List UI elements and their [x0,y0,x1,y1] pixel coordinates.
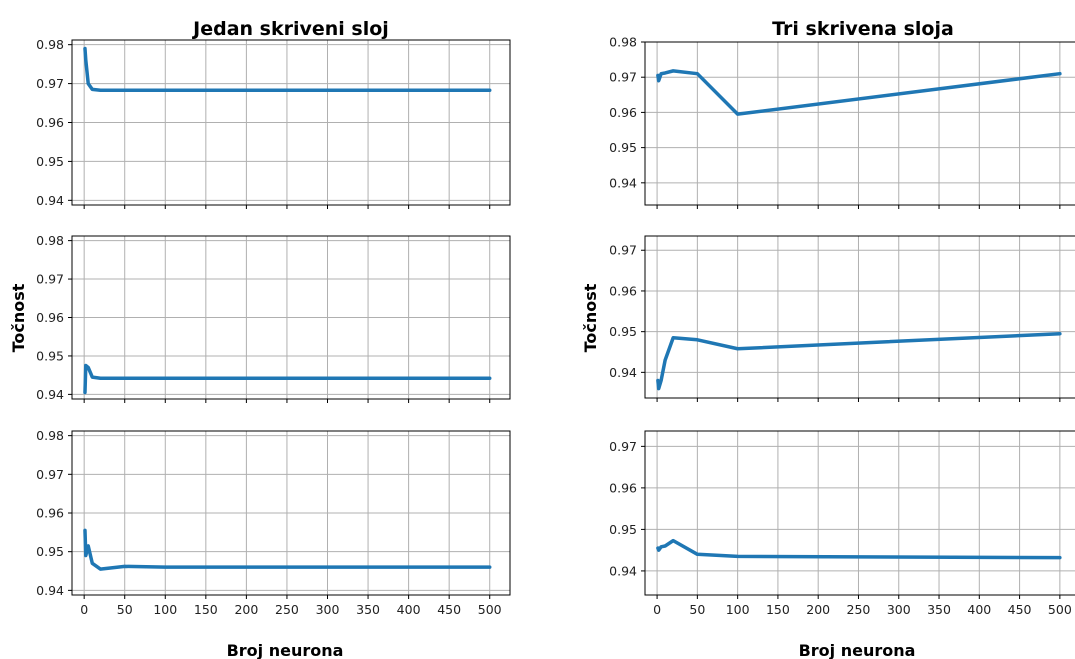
y-tick-label: 0.97 [36,76,64,91]
y-tick-label: 0.94 [609,563,637,578]
subplot-left-top: 0.94 0.95 0.96 0.97 0.98 [36,37,511,209]
y-tick-label: 0.95 [609,324,637,339]
left-x-axis-label: Broj neurona [227,641,344,659]
accuracy-line [656,538,1062,560]
x-tick-label: 200 [234,602,258,617]
accuracy-line [656,331,1062,391]
y-tick-label: 0.96 [609,105,637,120]
x-tick-label: 450 [1008,602,1032,617]
x-tick-label: 0 [653,602,661,617]
x-tick-label: 50 [117,602,133,617]
x-tick-label: 50 [689,602,705,617]
x-tick-label: 250 [275,602,299,617]
right-y-axis-label: Točnost [581,283,600,352]
y-tick-label: 0.95 [36,348,64,363]
y-tick-label: 0.96 [36,115,64,130]
accuracy-line [83,46,492,92]
y-tick-label: 0.98 [36,428,64,443]
y-tick-label: 0.95 [36,544,64,559]
x-tick-label: 400 [967,602,991,617]
x-tick-label: 0 [80,602,88,617]
y-tick-label: 0.94 [609,365,637,380]
left-column-title: Jedan skriveni sloj [191,18,389,40]
y-tick-label: 0.94 [36,583,64,598]
y-tick-label: 0.96 [36,506,64,521]
y-tick-label: 0.94 [36,193,64,208]
x-tick-label: 300 [887,602,911,617]
subplot-right-bottom: 0.94 0.95 0.96 0.97 0 50 100 150 200 250 300 350 400… [609,430,1075,617]
x-tick-label: 200 [806,602,830,617]
accuracy-line [83,528,492,571]
y-tick-label: 0.97 [609,70,637,85]
subplot-right-top: 0.94 0.95 0.96 0.97 0.98 [609,35,1075,209]
y-tick-label: 0.98 [609,35,637,50]
plot-frame [644,41,1075,206]
x-tick-label: 100 [153,602,177,617]
y-tick-label: 0.96 [609,283,637,298]
subplot-right-middle: 0.94 0.95 0.96 0.97 [609,235,1075,402]
y-tick-label: 0.97 [36,467,64,482]
y-tick-label: 0.95 [36,154,64,169]
y-tick-label: 0.97 [36,272,64,287]
y-tick-label: 0.95 [609,522,637,537]
x-tick-label: 350 [927,602,951,617]
x-tick-label: 100 [726,602,750,617]
right-x-axis-label: Broj neurona [799,641,916,659]
subplot-grid: 0.94 0.95 0.96 0.97 0.98 0.94 0.95 0.96 0.97 0.98… [36,35,1075,617]
x-tick-label: 150 [766,602,790,617]
right-column-title: Tri skrivena sloja [772,18,954,40]
y-tick-label: 0.97 [609,243,637,258]
y-tick-label: 0.96 [609,480,637,495]
y-tick-label: 0.98 [36,233,64,248]
x-tick-label: 450 [437,602,461,617]
x-tick-label: 300 [316,602,340,617]
x-tick-label: 500 [1048,602,1072,617]
accuracy-line [656,69,1062,116]
y-tick-label: 0.94 [36,387,64,402]
accuracy-line [83,363,492,395]
x-tick-label: 500 [478,602,502,617]
x-tick-label: 350 [356,602,380,617]
plot-frame [644,430,1075,596]
x-tick-label: 150 [194,602,218,617]
y-tick-label: 0.97 [609,439,637,454]
x-tick-label: 400 [397,602,421,617]
y-tick-label: 0.96 [36,310,64,325]
subplot-left-middle: 0.94 0.95 0.96 0.97 0.98 [36,233,511,403]
y-tick-label: 0.95 [609,140,637,155]
left-y-axis-label: Točnost [9,283,28,352]
x-tick-label: 250 [847,602,871,617]
y-tick-label: 0.94 [609,175,637,190]
subplot-left-bottom: 0.94 0.95 0.96 0.97 0.98 0 50 100 150 200 250 300 35… [36,428,511,617]
y-tick-label: 0.98 [36,37,64,52]
plot-frame [644,235,1075,399]
